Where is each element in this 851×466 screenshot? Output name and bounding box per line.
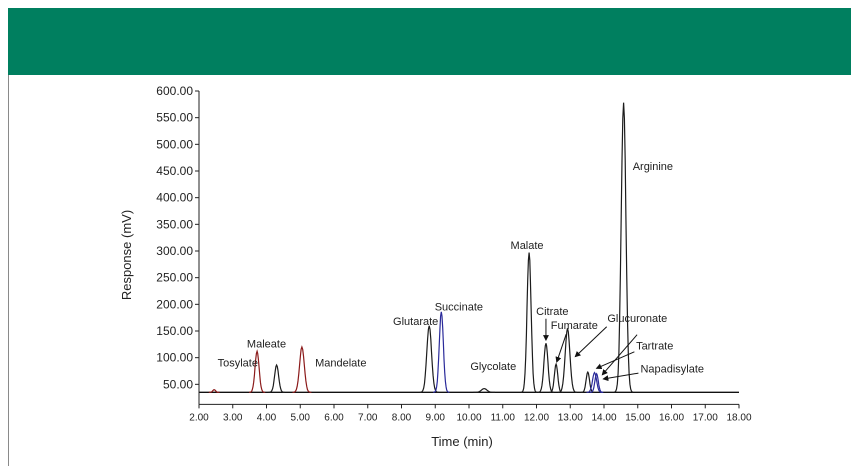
x-tick-label: 10.00 <box>456 412 481 423</box>
x-tick-label: 11.00 <box>491 412 516 423</box>
peak <box>549 362 563 393</box>
peak-label-glucuronate: Glucuronate <box>607 313 667 325</box>
y-tick-label: 100.00 <box>156 351 193 365</box>
x-tick-label: 5.00 <box>291 412 311 423</box>
y-tick-label: 150.00 <box>156 324 193 338</box>
peak-glucuronate <box>586 371 603 393</box>
y-tick-label: 500.00 <box>156 137 193 151</box>
x-tick-label: 16.00 <box>659 412 684 423</box>
peak-mandelate <box>292 345 312 393</box>
y-tick-label: 200.00 <box>156 297 193 311</box>
x-tick-label: 17.00 <box>693 412 718 423</box>
peak-label-napadisylate: Napadisylate <box>640 364 704 376</box>
peak-label-glutarate: Glutarate <box>393 316 438 328</box>
chart-annotations: Tosylate Maleate Mandelate Glutarate Succina… <box>218 161 704 382</box>
y-tick-label: 50.00 <box>163 377 193 391</box>
x-tick-label: 8.00 <box>392 412 412 423</box>
x-tick-label: 9.00 <box>426 412 446 423</box>
annotation-arrow <box>555 334 567 363</box>
y-tick-label: 300.00 <box>156 244 193 258</box>
peak-label-citrate: Citrate <box>536 306 568 318</box>
chart-axes: 50.00 100.00 150.00 200.00 250.00 300.00 350.0… <box>156 84 752 423</box>
x-tick-label: 3.00 <box>223 412 243 423</box>
peak-label-arginine: Arginine <box>633 161 673 173</box>
x-tick-label: 15.00 <box>625 412 650 423</box>
peak-succinate <box>433 311 450 393</box>
x-axis-label: Time (min) <box>431 434 493 449</box>
y-tick-label: 400.00 <box>156 191 193 205</box>
peak-label-fumarate: Fumarate <box>551 320 598 332</box>
peak-malate <box>520 252 538 393</box>
annotation-arrow <box>602 372 639 382</box>
content-frame: 50.00 100.00 150.00 200.00 250.00 300.00 350.0… <box>8 75 851 466</box>
y-tick-label: 250.00 <box>156 271 193 285</box>
x-tick-label: 12.00 <box>524 412 549 423</box>
peak-glycolate <box>473 387 495 393</box>
x-tick-label: 2.00 <box>189 412 209 423</box>
y-tick-label: 450.00 <box>156 164 193 178</box>
peak-arginine <box>613 102 634 393</box>
peak-maleate <box>249 349 266 393</box>
y-tick-label: 350.00 <box>156 217 193 231</box>
peak-fumarate <box>558 328 577 393</box>
annotation-arrow <box>601 334 638 376</box>
peak-napadisylate <box>589 372 604 393</box>
chart-traces <box>208 102 634 393</box>
y-tick-label: 550.00 <box>156 111 193 125</box>
peak-label-maleate: Maleate <box>247 339 286 351</box>
header-banner <box>8 8 851 75</box>
peak-label-glycolate: Glycolate <box>470 361 516 373</box>
peak-citrate <box>537 343 554 393</box>
chromatogram-chart: 50.00 100.00 150.00 200.00 250.00 300.00 350.0… <box>119 84 752 449</box>
y-axis-label: Response (mV) <box>119 210 134 300</box>
peak-label-tosylate: Tosylate <box>218 358 258 370</box>
x-tick-label: 18.00 <box>726 412 751 423</box>
peak-glutarate <box>419 325 439 393</box>
x-tick-label: 14.00 <box>591 412 616 423</box>
peak-tosylate <box>208 389 220 393</box>
peak-label-tartrate: Tartrate <box>636 341 673 353</box>
peak-label-mandelate: Mandelate <box>315 358 366 370</box>
x-tick-label: 13.00 <box>558 412 583 423</box>
peak <box>268 363 285 393</box>
annotation-arrow <box>574 326 608 358</box>
peak-label-malate: Malate <box>511 240 544 252</box>
y-tick-label: 600.00 <box>156 84 193 98</box>
x-tick-label: 4.00 <box>257 412 277 423</box>
x-tick-label: 7.00 <box>358 412 378 423</box>
peak-label-succinate: Succinate <box>435 302 483 314</box>
x-tick-label: 6.00 <box>324 412 344 423</box>
